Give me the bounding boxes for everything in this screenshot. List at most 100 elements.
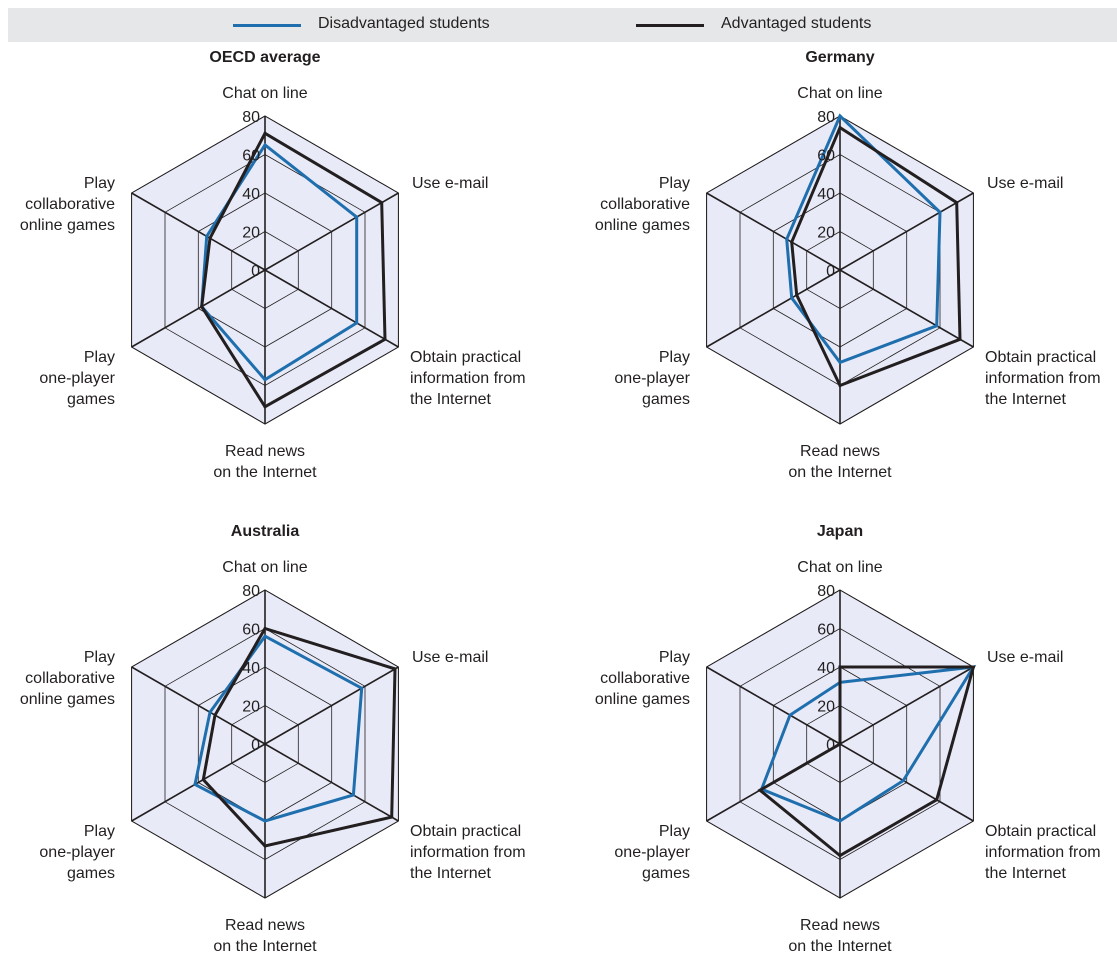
data-point	[838, 665, 842, 669]
data-point	[205, 234, 209, 238]
axis-label: Play one-player games	[39, 823, 115, 882]
data-point	[193, 782, 197, 786]
axis-label: Play one-player games	[614, 349, 690, 408]
data-point	[935, 798, 939, 802]
data-point	[785, 237, 789, 241]
tick-label: 60	[242, 622, 260, 639]
chart-title: Germany	[805, 49, 874, 66]
axis-label: Chat on line	[797, 559, 882, 576]
data-point	[383, 337, 387, 341]
data-point	[838, 126, 842, 130]
axis-label: Chat on line	[222, 559, 307, 576]
legend-item-advantaged: Advantaged students	[636, 8, 966, 42]
tick-label: 40	[242, 660, 260, 677]
radar-chart-1: 0 20 40 60 80 Germany Chat on line Use e-mail Ob…	[595, 49, 1101, 481]
axis-label: Chat on line	[797, 85, 882, 102]
radar-chart-2: 0 20 40 60 80 Australia Chat on line Use e-mail…	[20, 523, 526, 955]
axis-label: Use e-mail	[987, 649, 1063, 666]
axis-label: Obtain practical information from the Inte…	[410, 349, 526, 408]
data-point	[971, 665, 975, 669]
tick-label: 60	[242, 148, 260, 165]
tick-label: 20	[817, 225, 835, 242]
radar-spoke	[839, 666, 974, 745]
radar-spoke	[264, 743, 399, 822]
axis-label: Play collaborative online games	[20, 175, 115, 234]
data-point	[958, 337, 962, 341]
radar-spoke	[131, 269, 266, 348]
radar-chart-3: 0 20 40 60 80 Japan Chat on line Use e-mail Obta…	[595, 523, 1101, 955]
legend-swatch-advantaged	[636, 24, 704, 27]
data-point	[838, 819, 842, 823]
data-point	[263, 819, 267, 823]
tick-label: 20	[242, 225, 260, 242]
data-point	[838, 360, 842, 364]
axis-label: Obtain practical information from the Inte…	[985, 349, 1101, 408]
radar-spoke	[264, 192, 399, 271]
data-point	[263, 627, 267, 630]
data-point	[790, 296, 794, 300]
legend-label-disadvantaged: Disadvantaged students	[318, 15, 490, 32]
legend-item-disadvantaged: Disadvantaged students	[233, 8, 563, 42]
axis-label: Chat on line	[222, 85, 307, 102]
tick-label: 60	[817, 148, 835, 165]
axis-label: Use e-mail	[987, 175, 1063, 192]
tick-label: 0	[826, 263, 835, 280]
data-point	[790, 240, 794, 244]
data-point	[208, 236, 212, 240]
data-point	[955, 201, 959, 205]
axis-label: Read news on the Internet	[788, 917, 892, 955]
tick-label: 0	[826, 737, 835, 754]
chart-title: OECD average	[209, 49, 320, 66]
axis-label: Use e-mail	[412, 649, 488, 666]
tick-label: 40	[817, 660, 835, 677]
axis-label: Obtain practical information from the Inte…	[410, 823, 526, 882]
axis-label: Read news on the Internet	[213, 917, 317, 955]
tick-label: 40	[817, 186, 835, 203]
data-point	[213, 713, 217, 717]
data-point	[838, 384, 842, 387]
radar-spoke	[706, 269, 841, 348]
radar-spoke	[706, 192, 841, 271]
tick-label: 40	[242, 186, 260, 203]
radar-spoke	[264, 269, 399, 348]
axis-label: Use e-mail	[412, 175, 488, 192]
data-point	[263, 634, 267, 638]
data-point	[380, 201, 384, 205]
data-point	[200, 305, 204, 309]
tick-label: 0	[251, 737, 260, 754]
data-point	[263, 405, 267, 409]
data-point	[263, 131, 267, 135]
data-point	[795, 293, 799, 297]
radar-spoke	[131, 666, 266, 745]
data-point	[393, 667, 397, 671]
axis-label: Play collaborative online games	[595, 649, 690, 708]
axis-label: Read news on the Internet	[788, 443, 892, 481]
axis-label: Play collaborative online games	[20, 649, 115, 708]
legend-label-advantaged: Advantaged students	[721, 15, 872, 32]
radar-spoke	[839, 192, 974, 271]
data-point	[355, 215, 359, 219]
tick-label: 20	[242, 699, 260, 716]
tick-label: 80	[242, 583, 260, 600]
data-point	[263, 378, 267, 382]
tick-label: 0	[251, 263, 260, 280]
data-point	[208, 710, 212, 714]
radar-spoke	[264, 666, 399, 745]
data-point	[390, 815, 394, 819]
data-point	[935, 324, 939, 328]
tick-label: 20	[817, 699, 835, 716]
data-point	[263, 143, 267, 147]
data-point	[201, 778, 205, 782]
radar-spoke	[706, 666, 841, 745]
data-point	[788, 713, 792, 717]
data-point	[838, 742, 842, 746]
radar-spoke	[839, 743, 974, 822]
chart-title: Japan	[817, 523, 863, 540]
data-point	[838, 854, 842, 858]
radar-spoke	[131, 192, 266, 271]
data-point	[901, 779, 905, 783]
tick-label: 80	[817, 583, 835, 600]
radar-chart-0: 0 20 40 60 80 OECD average Chat on line Use e-m…	[20, 49, 526, 481]
data-point	[355, 321, 359, 325]
